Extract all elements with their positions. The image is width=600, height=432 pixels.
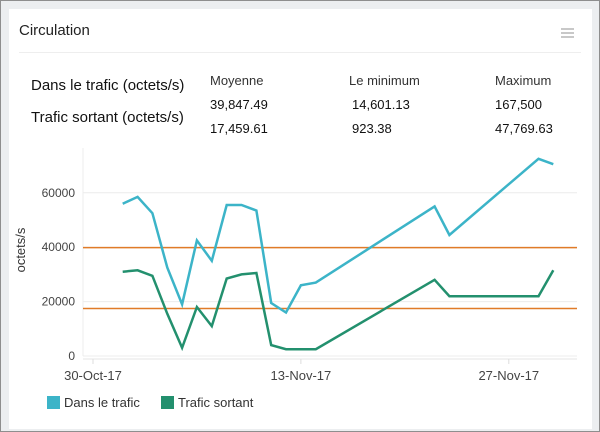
row-label-in: Dans le trafic (octets/s) [31,77,185,94]
series-lines [122,157,555,352]
svg-text:30-Oct-17: 30-Oct-17 [64,368,122,383]
divider [19,52,581,53]
out-min: 923.38 [352,121,392,136]
legend-swatch-out [161,396,174,409]
row-label-out: Trafic sortant (octets/s) [31,109,184,126]
legend-item-in[interactable]: Dans le trafic [47,395,140,410]
svg-text:60000: 60000 [42,186,76,200]
legend-label-in: Dans le trafic [64,395,140,410]
in-max: 167,500 [495,97,542,112]
svg-text:27-Nov-17: 27-Nov-17 [478,368,539,383]
col-header-max: Maximum [495,73,552,88]
col-header-average: Moyenne [210,73,264,88]
svg-text:octets/s: octets/s [13,227,28,272]
svg-text:13-Nov-17: 13-Nov-17 [271,368,332,383]
axis-labels: 0 20000 40000 60000 30-Oct-17 13-Nov-17 27-Nov… [13,186,539,383]
col-header-min: Le minimum [349,73,420,88]
chart-grid [82,148,577,364]
reference-lines [83,246,577,310]
legend-swatch-in [47,396,60,409]
svg-text:40000: 40000 [42,240,76,254]
legend-label-out: Trafic sortant [178,395,254,410]
in-average: 39,847.49 [210,97,268,112]
hamburger-menu-icon[interactable] [561,28,574,38]
in-min: 14,601.13 [352,97,410,112]
svg-text:0: 0 [68,349,75,363]
out-average: 17,459.61 [210,121,268,136]
widget-title: Circulation [19,22,90,39]
legend-item-out[interactable]: Trafic sortant [161,395,253,410]
out-max: 47,769.63 [495,121,553,136]
svg-text:20000: 20000 [42,295,76,309]
